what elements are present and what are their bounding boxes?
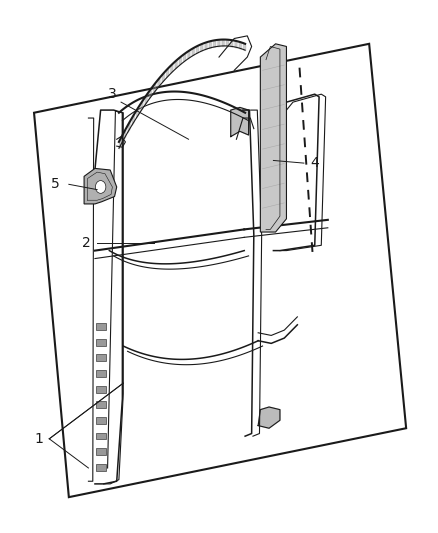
- FancyBboxPatch shape: [96, 386, 106, 393]
- FancyBboxPatch shape: [96, 417, 106, 424]
- Text: 1: 1: [34, 432, 43, 446]
- FancyBboxPatch shape: [96, 339, 106, 346]
- FancyBboxPatch shape: [96, 370, 106, 377]
- FancyBboxPatch shape: [96, 448, 106, 455]
- FancyBboxPatch shape: [96, 464, 106, 471]
- Polygon shape: [84, 168, 117, 204]
- Polygon shape: [231, 108, 249, 136]
- Circle shape: [95, 181, 106, 193]
- FancyBboxPatch shape: [96, 432, 106, 439]
- FancyBboxPatch shape: [96, 354, 106, 361]
- Text: 3: 3: [108, 87, 117, 101]
- Text: 2: 2: [82, 236, 91, 249]
- Polygon shape: [258, 407, 280, 428]
- FancyBboxPatch shape: [96, 323, 106, 330]
- Text: 5: 5: [51, 177, 60, 191]
- Text: 4: 4: [311, 156, 319, 170]
- Polygon shape: [260, 44, 286, 232]
- FancyBboxPatch shape: [96, 401, 106, 408]
